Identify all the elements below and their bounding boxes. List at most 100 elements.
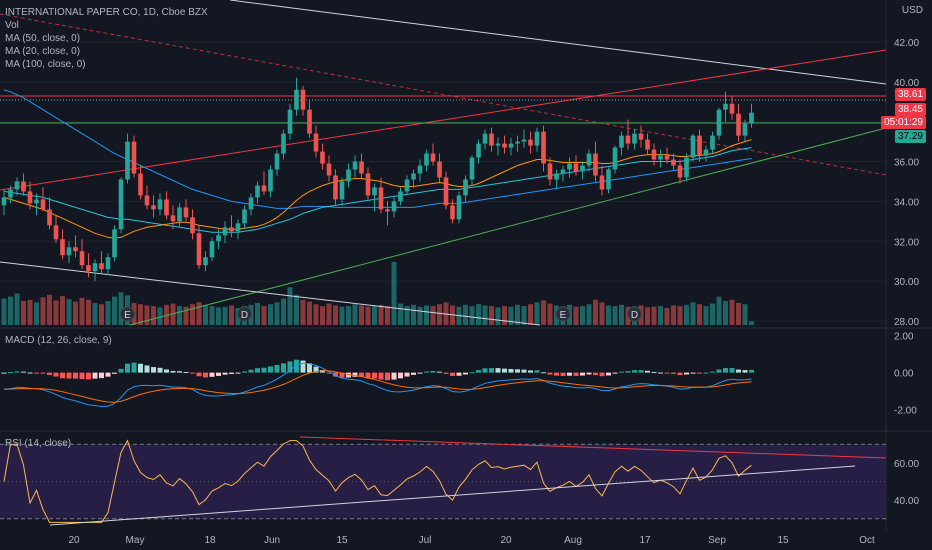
macd-histogram-bar: [86, 372, 91, 380]
time-axis-label: Aug: [564, 535, 582, 546]
volume-bar: [27, 299, 33, 325]
candle-body: [92, 263, 98, 272]
event-marker: [555, 306, 571, 322]
volume-bar: [60, 296, 65, 325]
candle-body: [112, 229, 117, 258]
macd-histogram-bar: [424, 371, 429, 373]
candle-body: [404, 179, 410, 192]
volume-bar: [736, 302, 741, 325]
price-tick-label: 28.00: [894, 317, 919, 328]
ma20-line: [3, 139, 752, 239]
macd-histogram-bar: [645, 370, 650, 373]
candle-body: [489, 133, 494, 146]
macd-line: [3, 362, 752, 408]
volume-bar: [437, 304, 442, 325]
candle-body: [749, 112, 754, 124]
macd-histogram-bar: [430, 370, 436, 373]
candle-body: [352, 161, 358, 170]
volume-bar: [495, 307, 501, 325]
candle-body: [21, 181, 26, 192]
volume-bar: [404, 306, 410, 325]
candle-body: [534, 131, 540, 146]
ma50-legend: MA (50, close, 0): [5, 33, 81, 44]
candle-body: [593, 153, 598, 176]
time-axis-label: Jun: [264, 535, 280, 546]
macd-histogram-bar: [1, 372, 7, 374]
volume-bar: [651, 306, 657, 325]
macd-histogram-bar: [203, 372, 208, 378]
volume-bar: [287, 287, 293, 325]
candle-body: [138, 173, 143, 196]
macd-histogram-bar: [684, 372, 689, 375]
trendline-white-upper: [229, 0, 887, 85]
volume-bar: [430, 306, 436, 325]
countdown-label: 05:01:29: [881, 116, 926, 129]
candle-body: [729, 103, 735, 114]
macd-histogram-bar: [547, 372, 553, 375]
candle-body: [164, 199, 169, 216]
candle-body: [391, 201, 397, 212]
volume-bar: [534, 302, 540, 325]
macd-histogram-bar: [567, 372, 572, 376]
macd-histogram-bar: [352, 372, 358, 377]
macd-histogram-bar: [118, 368, 124, 373]
candle-body: [300, 89, 306, 110]
candle-body: [619, 135, 624, 148]
macd-histogram-bar: [632, 370, 637, 373]
candle-body: [359, 161, 364, 174]
volume-bar: [612, 306, 618, 325]
candle-body: [651, 149, 657, 160]
volume-bar: [339, 306, 345, 325]
volume-bar: [482, 305, 488, 325]
candle-body: [612, 147, 618, 170]
candle-body: [157, 199, 163, 210]
volume-bar: [157, 307, 163, 325]
macd-histogram-bar: [27, 372, 33, 374]
candle-body: [606, 169, 611, 190]
volume-bar: [255, 302, 260, 325]
volume-bar: [521, 306, 527, 325]
volume-bar: [664, 307, 670, 325]
macd-histogram-bar: [489, 368, 494, 373]
trendline-white-lower: [0, 261, 541, 326]
macd-histogram-bar: [47, 372, 52, 376]
symbol-title: INTERNATIONAL PAPER CO, 1D, Cboe BZX: [5, 7, 208, 18]
candle-body: [697, 135, 702, 156]
volume-bar: [723, 301, 728, 325]
macd-histogram-bar: [34, 372, 39, 374]
volume-bar: [749, 321, 754, 325]
rsi-trendline-red: [299, 436, 887, 459]
candle-body: [502, 143, 507, 148]
volume-bar: [580, 306, 585, 325]
macd-histogram-bar: [40, 372, 46, 374]
volume-bar: [385, 306, 390, 325]
candle-body: [313, 133, 319, 152]
volume-bar: [274, 302, 280, 325]
candle-body: [528, 139, 533, 146]
volume-bar: [151, 306, 156, 325]
last-price-label: 38.45: [894, 103, 926, 116]
volume-bar: [424, 305, 429, 325]
macd-histogram-bar: [112, 372, 117, 374]
macd-histogram-bar: [664, 372, 670, 374]
candle-body: [209, 241, 215, 258]
event-marker-label: E: [560, 310, 567, 321]
candle-body: [346, 169, 351, 182]
macd-histogram-bar: [606, 372, 611, 376]
volume-bar: [710, 303, 715, 325]
candle-body: [53, 225, 59, 240]
volume-bar: [398, 303, 403, 325]
rsi-trendline-white: [49, 465, 856, 526]
volume-bar: [112, 296, 117, 325]
candle-body: [34, 199, 39, 204]
macd-histogram-bar: [125, 363, 130, 373]
macd-histogram-bar: [66, 372, 72, 379]
macd-histogram-bar: [677, 372, 683, 376]
macd-histogram-bar: [79, 372, 85, 380]
macd-histogram-bar: [294, 359, 299, 373]
candle-body: [196, 233, 202, 266]
candle-body: [170, 215, 176, 222]
candle-body: [684, 157, 689, 178]
volume-bar: [417, 306, 423, 325]
